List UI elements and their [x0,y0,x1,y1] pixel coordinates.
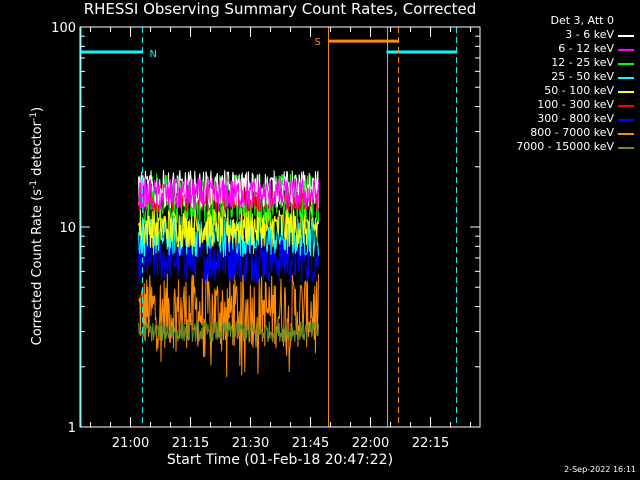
y-tick-label: 100 [51,21,76,36]
legend-item: 50 - 100 keV [484,84,636,98]
x-tick-label: 21:45 [292,436,329,451]
legend-swatch [618,147,634,149]
timestamp: 2-Sep-2022 16:11 [564,465,636,474]
legend-item: 800 - 7000 keV [484,126,636,140]
legend-item: 3 - 6 keV [484,28,636,42]
series-line-0 [138,170,319,208]
legend-label: 12 - 25 keV [551,56,614,69]
series-line-7 [138,273,319,378]
y-axis-label-exponent: -1 [28,112,39,122]
y-tick-label: 10 [59,221,76,236]
legend-swatch [618,77,634,79]
y-axis-label: Corrected Count Rate (s-1 detector-1) [29,81,45,371]
legend-label: 3 - 6 keV [565,28,614,41]
legend-item: 6 - 12 keV [484,42,636,56]
legend-swatch [618,35,634,37]
legend-label: 7000 - 15000 keV [516,140,614,153]
legend-item: 100 - 300 keV [484,98,636,112]
legend-item: 7000 - 15000 keV [484,140,636,154]
legend-item: 300 - 800 keV [484,112,636,126]
saa-flag-label: S [315,37,321,48]
series-line-8 [138,319,319,344]
x-tick-label: 22:00 [352,436,389,451]
legend-label: 25 - 50 keV [551,70,614,83]
legend-swatch [618,133,634,135]
x-tick-label: 22:15 [412,436,449,451]
x-tick-label: 21:15 [172,436,209,451]
series-line-1 [138,176,319,212]
legend-header: Det 3, Att 0 [550,14,615,27]
legend-swatch [618,91,634,93]
y-axis-label-exponent: -1 [28,180,39,190]
x-tick-label: 21:30 [232,436,269,451]
legend-swatch [618,63,634,65]
legend-item: 12 - 25 keV [484,56,636,70]
y-axis-label-part: detector [30,121,46,181]
legend-swatch [618,119,634,121]
night-flag-label: N [150,49,157,60]
legend-label: 300 - 800 keV [537,112,614,125]
legend-swatch [618,49,634,51]
x-axis-label: Start Time (01-Feb-18 20:47:22) [166,452,394,468]
y-axis-label-part: ) [30,106,46,113]
legend-label: 6 - 12 keV [558,42,614,55]
legend-label: 50 - 100 keV [544,84,614,97]
legend-label: 100 - 300 keV [537,98,614,111]
legend-item: 25 - 50 keV [484,70,636,84]
legend: Det 3, Att 0 3 - 6 keV 6 - 12 keV 12 - 2… [484,14,636,154]
y-tick-label: 1 [68,421,76,436]
y-axis-label-part: Corrected Count Rate (s [30,189,46,346]
chart-title: RHESSI Observing Summary Count Rates, Co… [83,0,477,18]
legend-swatch [618,105,634,107]
legend-label: 800 - 7000 keV [530,126,614,139]
x-tick-label: 21:00 [112,436,149,451]
series-line-4 [138,204,319,249]
